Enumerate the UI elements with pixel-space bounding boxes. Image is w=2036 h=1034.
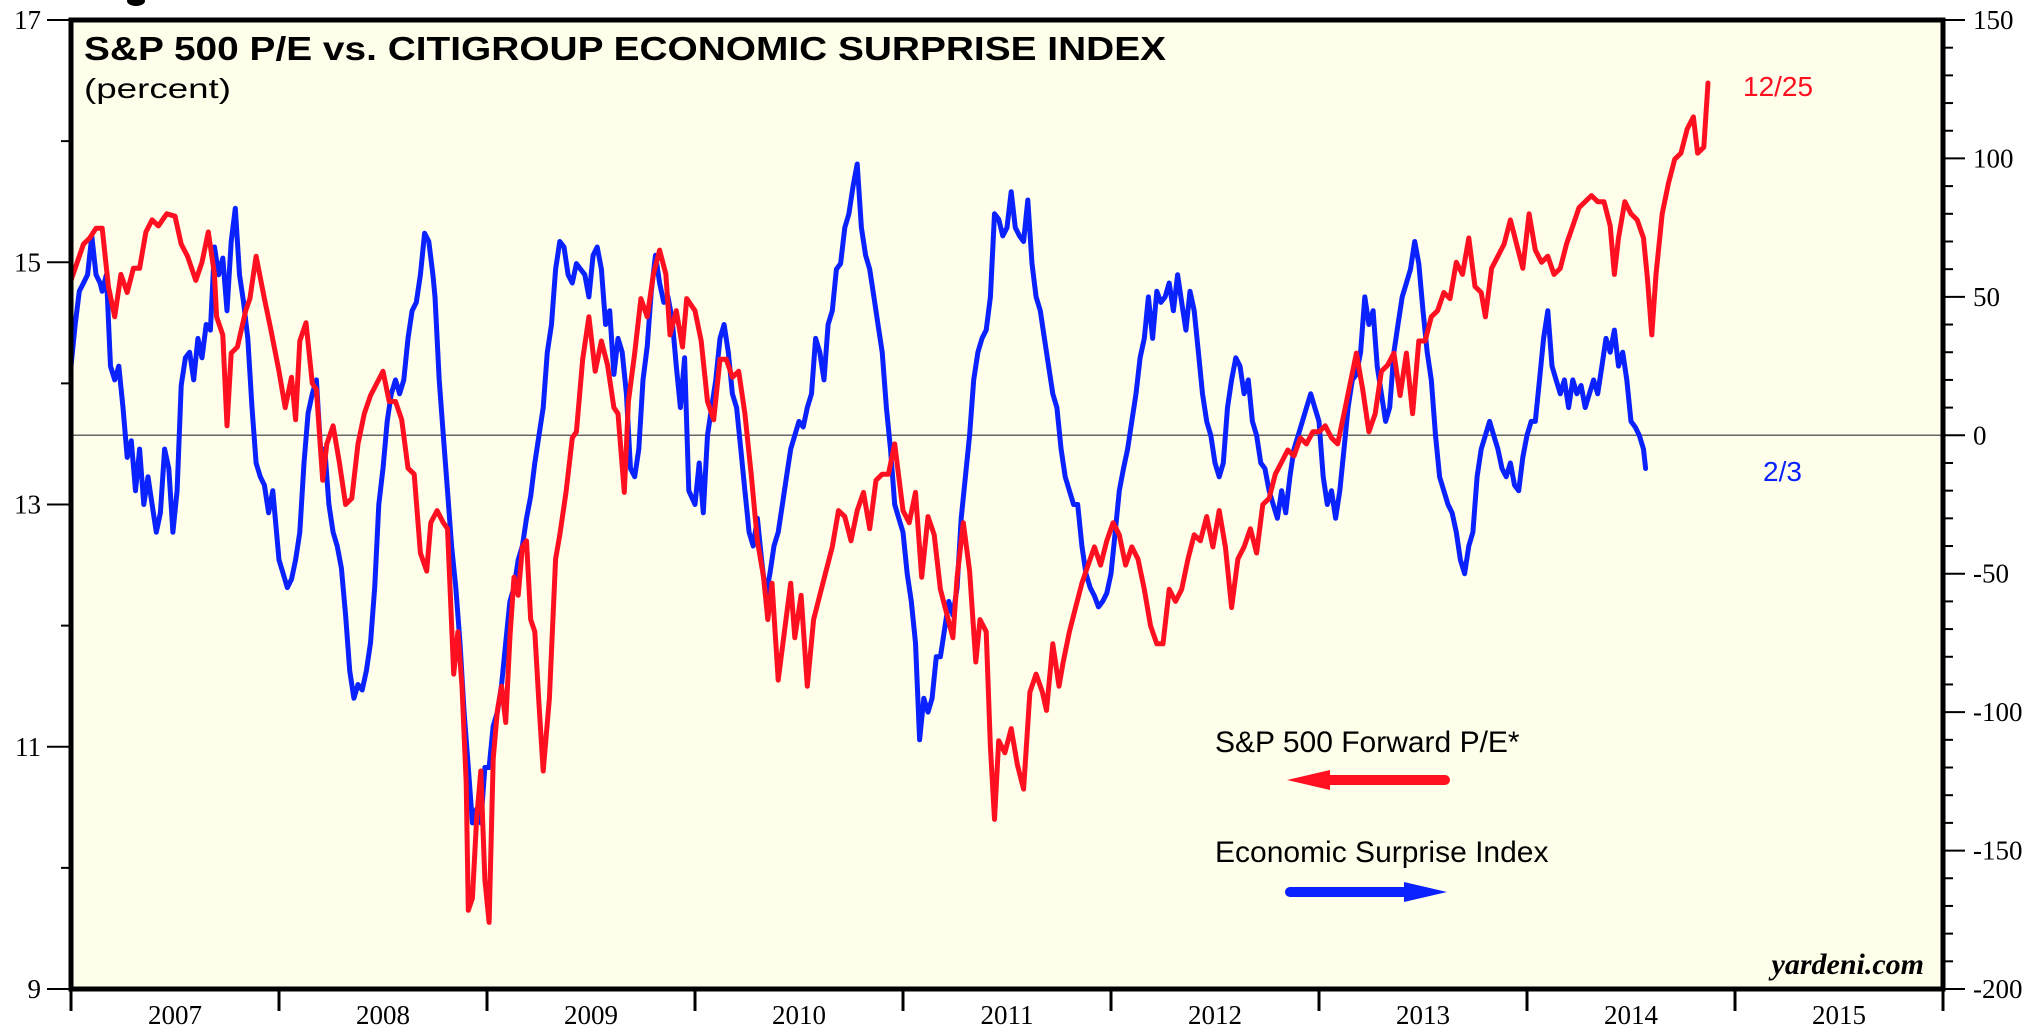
plot-area [71,20,1943,989]
right-axis-tick-label: -100 [1973,697,2023,727]
left-axis-tick-label: 17 [14,5,41,35]
x-axis-tick-label: 2011 [981,1000,1034,1030]
right-axis-tick-label: -150 [1973,836,2023,866]
legend-label-pe: S&P 500 Forward P/E* [1215,726,1520,759]
esi-end-label: 2/3 [1763,456,1802,487]
chart-subtitle: (percent) [84,73,231,104]
right-axis-tick-label: 150 [1973,5,2014,35]
right-axis-tick-label: 0 [1973,420,1987,450]
x-axis-tick-label: 2007 [148,1000,202,1030]
x-axis-tick-label: 2012 [1188,1000,1242,1030]
right-axis-tick-label: -50 [1973,559,2009,589]
watermark: yardeni.com [1769,948,1924,981]
cropped-glyph-fragment [127,0,145,6]
right-axis: -200 -150 -100 -50 0 50 100 150 [1943,5,2023,1004]
left-axis-tick-label: 9 [28,974,42,1004]
legend: S&P 500 Forward P/E* Economic Surprise I… [1215,726,1549,902]
legend-arrow-right-icon [1285,882,1447,902]
series-line-esi [68,161,1649,826]
pe-end-label: 12/25 [1743,71,1813,102]
chart-title: S&P 500 P/E vs. CITIGROUP ECONOMIC SURPR… [84,30,1166,67]
x-axis-tick-label: 2008 [356,1000,410,1030]
x-axis: 2007 2008 2009 2010 2011 2012 2013 2014 2015 [69,989,1945,1030]
series-layer [68,80,1711,925]
legend-label-esi: Economic Surprise Index [1215,836,1549,869]
series-line-pe [68,80,1711,925]
left-axis-tick-label: 11 [15,732,41,762]
left-axis-tick-label: 15 [14,247,41,277]
legend-arrow-left-icon [1287,770,1450,790]
x-axis-tick-label: 2014 [1604,1000,1659,1030]
x-axis-tick-label: 2009 [564,1000,618,1030]
left-axis-tick-label: 13 [14,490,41,520]
right-axis-tick-label: 50 [1973,282,2000,312]
left-axis: 9 11 13 15 17 [14,5,71,1004]
x-axis-tick-label: 2010 [772,1000,826,1030]
right-axis-tick-label: 100 [1973,143,2014,173]
right-axis-tick-label: -200 [1973,974,2023,1004]
x-axis-tick-label: 2015 [1812,1000,1866,1030]
x-axis-tick-label: 2013 [1396,1000,1450,1030]
